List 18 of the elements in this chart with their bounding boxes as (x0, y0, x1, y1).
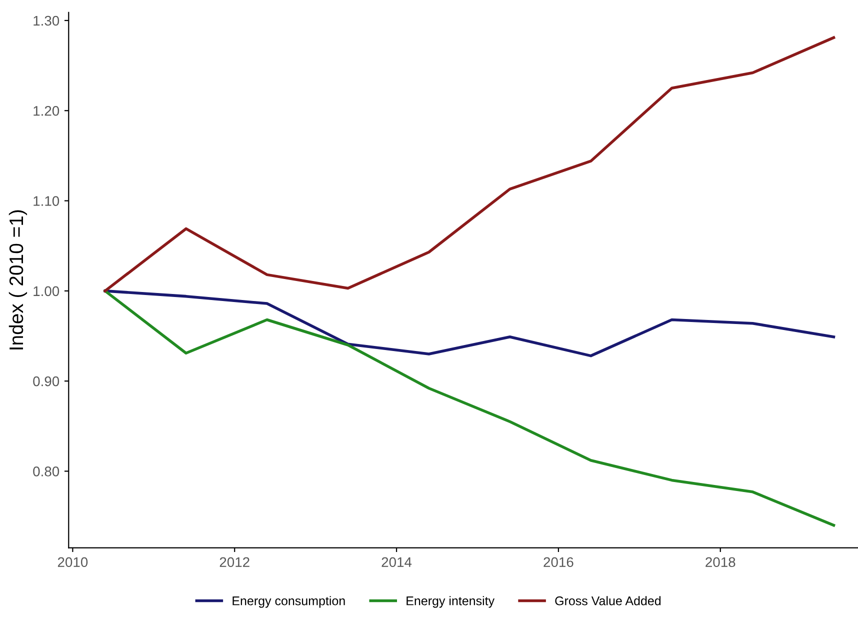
x-tick-label: 2016 (544, 557, 574, 568)
y-tick-label: 0.80 (33, 466, 60, 476)
line-series (104, 36, 836, 292)
legend-label: Gross Value Added (555, 596, 661, 606)
x-tick-label: 2012 (220, 557, 250, 568)
x-tick-label: 2014 (382, 557, 412, 568)
line-series (104, 290, 836, 358)
x-tick-label: 2018 (706, 557, 736, 568)
legend-label: Energy intensity (406, 596, 495, 608)
y-axis-title: Index ( 2010 =1) (8, 210, 28, 350)
y-tick-label: 1.00 (34, 286, 60, 296)
legend-label: Energy consumption (232, 596, 345, 608)
y-tick-label: 1.20 (34, 106, 60, 116)
y-tick-label: 0.90 (33, 376, 60, 386)
line-series (104, 290, 836, 527)
y-tick-label: 1.30 (34, 16, 60, 26)
y-tick-label: 1.10 (34, 196, 60, 206)
x-tick-label: 2010 (58, 557, 88, 568)
